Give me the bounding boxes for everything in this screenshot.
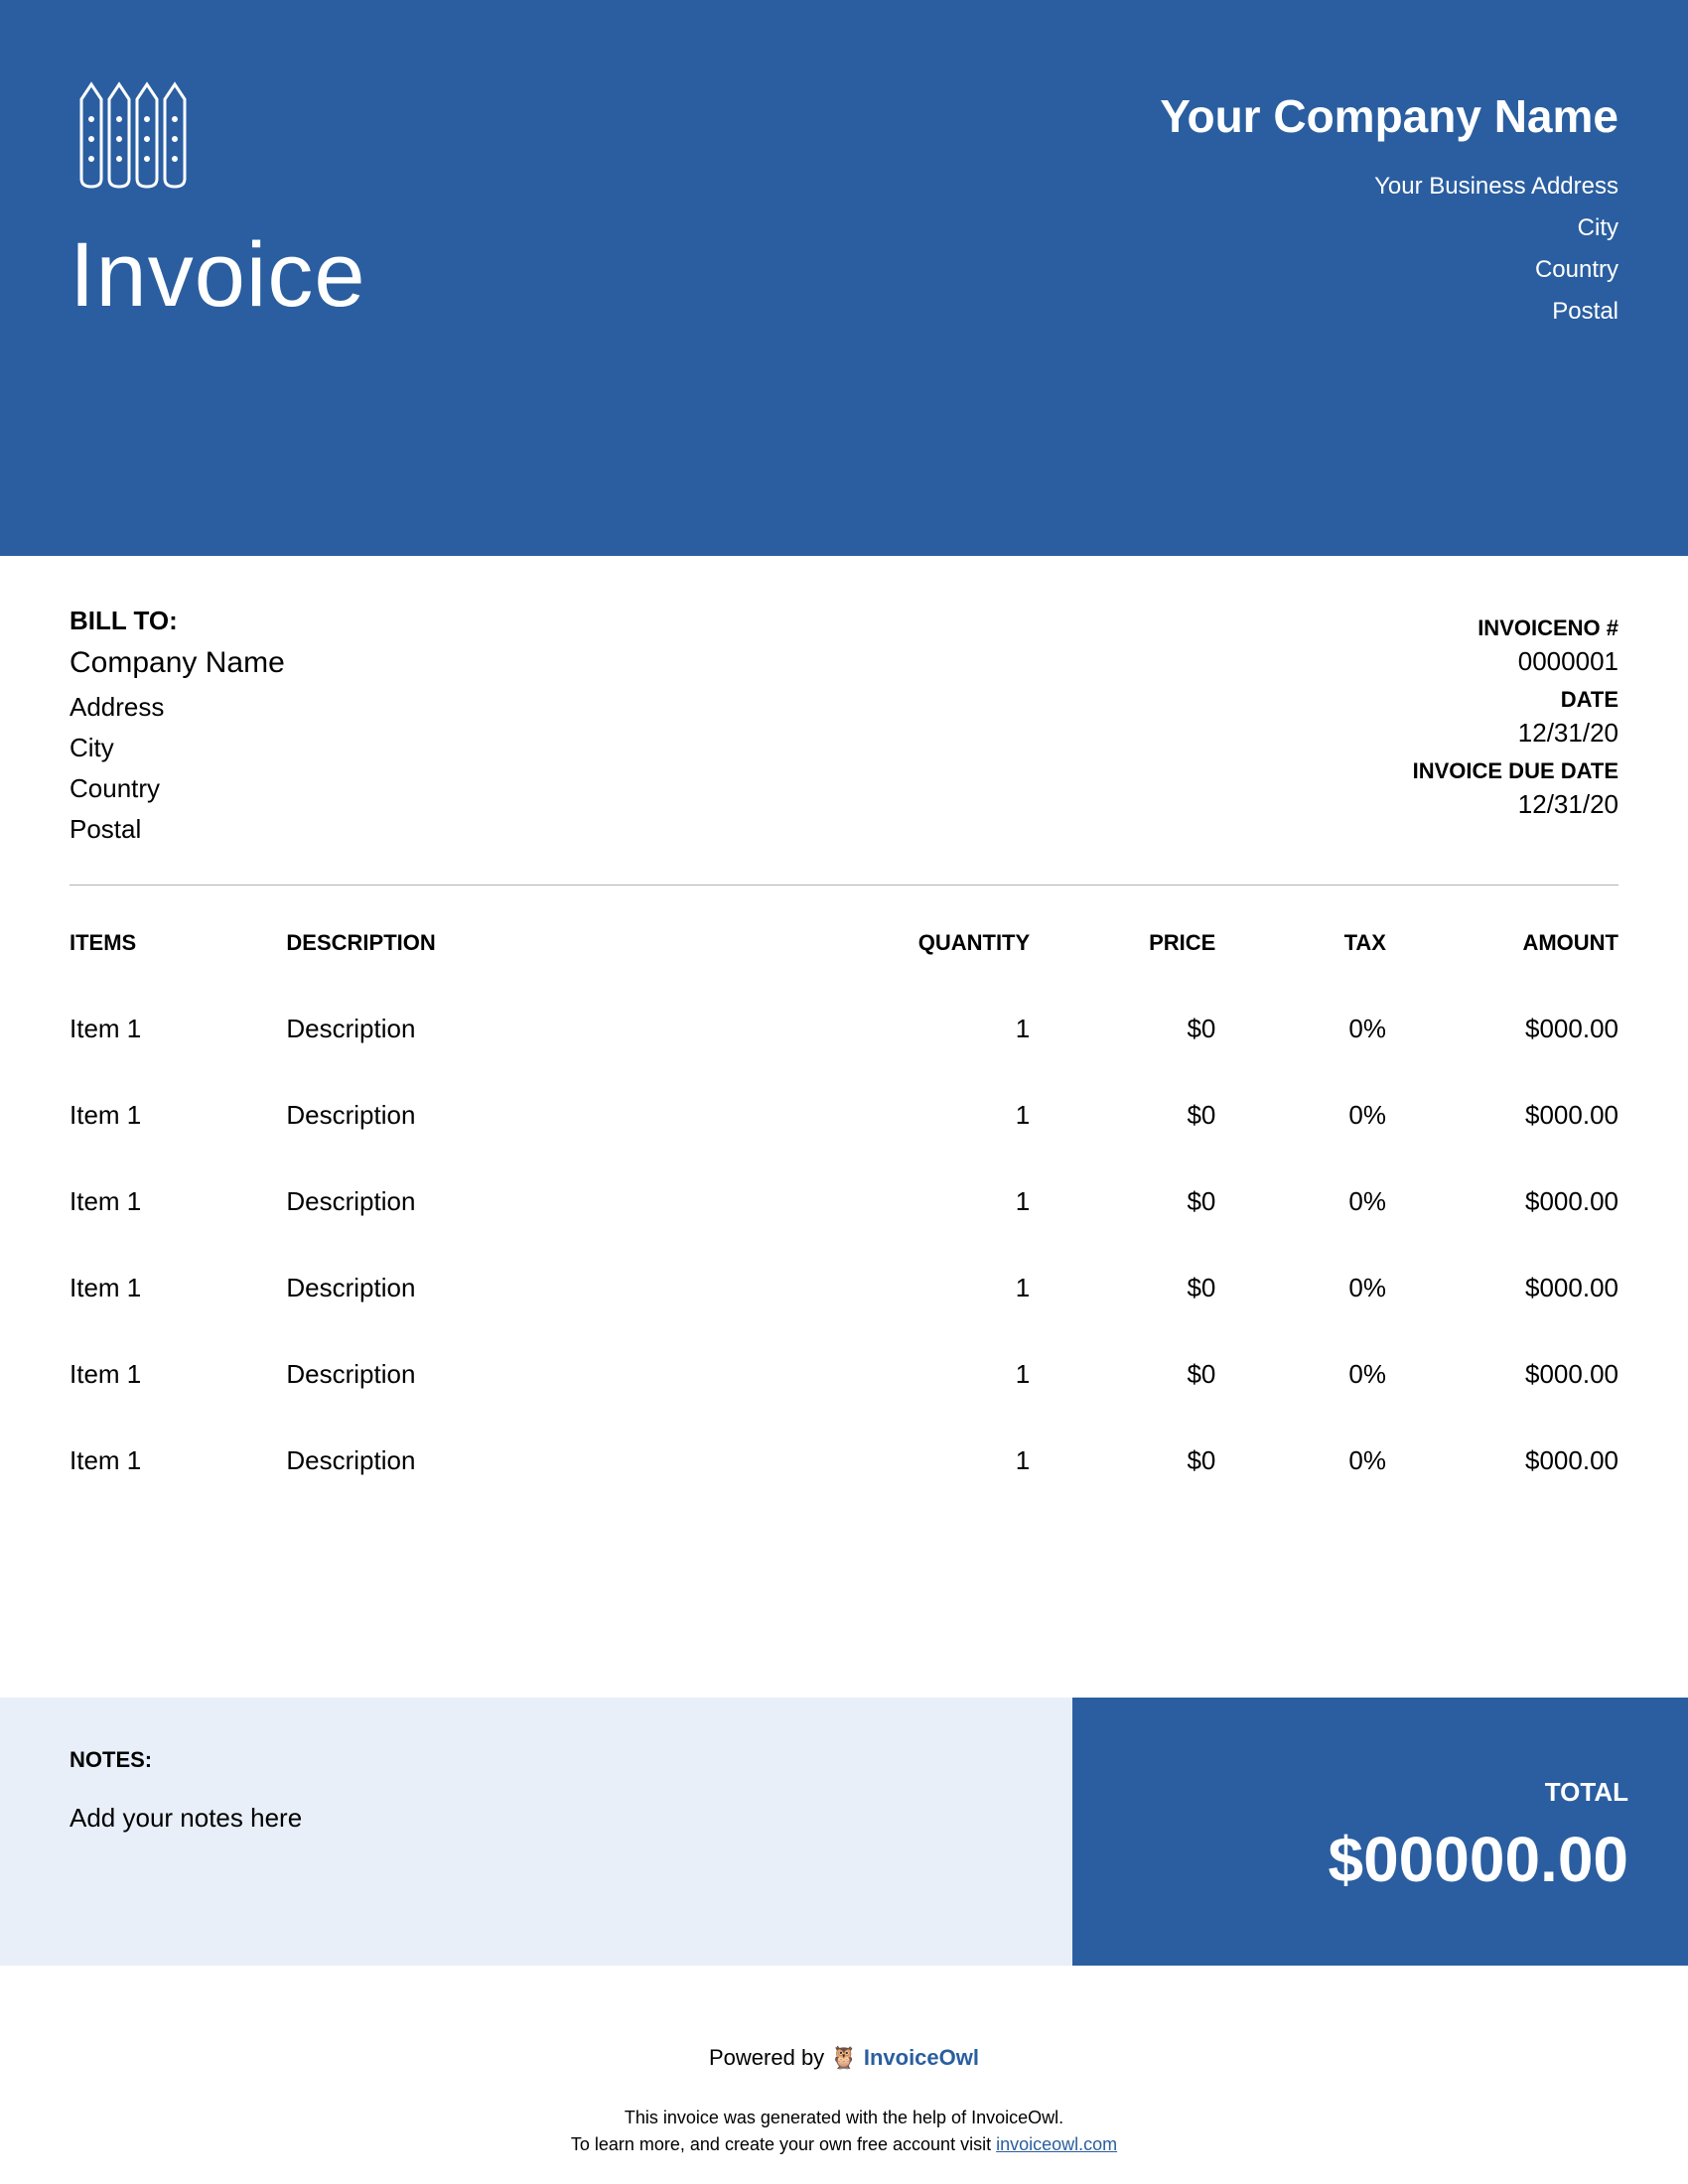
header-left: Invoice xyxy=(70,69,366,328)
th-tax: TAX xyxy=(1215,910,1386,986)
table-row: Item 1Description1$00%$000.00 xyxy=(70,1072,1618,1159)
table-row: Item 1Description1$00%$000.00 xyxy=(70,986,1618,1072)
total-value: $00000.00 xyxy=(1132,1823,1628,1896)
footer-row: NOTES: Add your notes here TOTAL $00000.… xyxy=(0,1698,1688,1966)
bill-to-city: City xyxy=(70,733,285,763)
table-row: Item 1Description1$00%$000.00 xyxy=(70,1245,1618,1331)
invoice-no-value: 0000001 xyxy=(1413,646,1618,677)
company-postal: Postal xyxy=(1160,298,1618,326)
cell-description: Description xyxy=(286,1331,844,1418)
cell-tax: 0% xyxy=(1215,986,1386,1072)
table-row: Item 1Description1$00%$000.00 xyxy=(70,1418,1618,1504)
invoice-no-label: INVOICENO # xyxy=(1413,615,1618,641)
cell-amount: $000.00 xyxy=(1386,1245,1618,1331)
items-table: ITEMS DESCRIPTION QUANTITY PRICE TAX AMO… xyxy=(70,910,1618,1504)
cell-quantity: 1 xyxy=(844,986,1030,1072)
cell-price: $0 xyxy=(1030,1331,1215,1418)
cell-description: Description xyxy=(286,1418,844,1504)
bill-to-postal: Postal xyxy=(70,814,285,845)
cell-amount: $000.00 xyxy=(1386,1072,1618,1159)
cell-quantity: 1 xyxy=(844,1418,1030,1504)
cell-tax: 0% xyxy=(1215,1072,1386,1159)
notes-text: Add your notes here xyxy=(70,1803,1003,1834)
company-country: Country xyxy=(1160,256,1618,284)
invoice-title: Invoice xyxy=(70,223,366,328)
powered-by: Powered by 🦉 InvoiceOwl xyxy=(0,2045,1688,2071)
cell-price: $0 xyxy=(1030,986,1215,1072)
cell-tax: 0% xyxy=(1215,1245,1386,1331)
cell-item: Item 1 xyxy=(70,1331,286,1418)
cell-quantity: 1 xyxy=(844,1072,1030,1159)
body-section: BILL TO: Company Name Address City Count… xyxy=(0,556,1688,1504)
footer-line2: To learn more, and create your own free … xyxy=(0,2131,1688,2158)
cell-quantity: 1 xyxy=(844,1245,1030,1331)
th-description: DESCRIPTION xyxy=(286,910,844,986)
footer-text: This invoice was generated with the help… xyxy=(0,2105,1688,2158)
cell-tax: 0% xyxy=(1215,1331,1386,1418)
due-date-value: 12/31/20 xyxy=(1413,789,1618,820)
header: Invoice Your Company Name Your Business … xyxy=(0,0,1688,556)
cell-amount: $000.00 xyxy=(1386,986,1618,1072)
notes-box: NOTES: Add your notes here xyxy=(0,1698,1072,1966)
company-city: City xyxy=(1160,214,1618,242)
cell-item: Item 1 xyxy=(70,986,286,1072)
bill-meta-row: BILL TO: Company Name Address City Count… xyxy=(70,606,1618,855)
powered-brand: InvoiceOwl xyxy=(864,2045,979,2070)
th-quantity: QUANTITY xyxy=(844,910,1030,986)
bill-to-block: BILL TO: Company Name Address City Count… xyxy=(70,606,285,855)
footer-line1: This invoice was generated with the help… xyxy=(0,2105,1688,2131)
cell-tax: 0% xyxy=(1215,1418,1386,1504)
header-right: Your Company Name Your Business Address … xyxy=(1160,69,1618,340)
cell-description: Description xyxy=(286,1072,844,1159)
cell-item: Item 1 xyxy=(70,1245,286,1331)
cell-price: $0 xyxy=(1030,1072,1215,1159)
bill-to-label: BILL TO: xyxy=(70,606,285,636)
divider xyxy=(70,885,1618,886)
cell-price: $0 xyxy=(1030,1245,1215,1331)
total-box: TOTAL $00000.00 xyxy=(1072,1698,1688,1966)
cell-item: Item 1 xyxy=(70,1072,286,1159)
owl-icon: 🦉 xyxy=(830,2045,857,2070)
date-label: DATE xyxy=(1413,687,1618,713)
notes-label: NOTES: xyxy=(70,1747,1003,1773)
table-header-row: ITEMS DESCRIPTION QUANTITY PRICE TAX AMO… xyxy=(70,910,1618,986)
footer-line2-prefix: To learn more, and create your own free … xyxy=(571,2134,996,2154)
th-items: ITEMS xyxy=(70,910,286,986)
cell-price: $0 xyxy=(1030,1159,1215,1245)
cell-price: $0 xyxy=(1030,1418,1215,1504)
th-amount: AMOUNT xyxy=(1386,910,1618,986)
footer-link[interactable]: invoiceowl.com xyxy=(996,2134,1117,2154)
fence-logo-icon xyxy=(70,69,366,194)
cell-amount: $000.00 xyxy=(1386,1159,1618,1245)
cell-item: Item 1 xyxy=(70,1418,286,1504)
cell-quantity: 1 xyxy=(844,1159,1030,1245)
powered-prefix: Powered by xyxy=(709,2045,824,2070)
company-address-block: Your Business Address City Country Posta… xyxy=(1160,173,1618,326)
cell-description: Description xyxy=(286,986,844,1072)
cell-tax: 0% xyxy=(1215,1159,1386,1245)
th-price: PRICE xyxy=(1030,910,1215,986)
company-name: Your Company Name xyxy=(1160,89,1618,143)
date-value: 12/31/20 xyxy=(1413,718,1618,749)
cell-description: Description xyxy=(286,1159,844,1245)
table-row: Item 1Description1$00%$000.00 xyxy=(70,1159,1618,1245)
company-address: Your Business Address xyxy=(1160,173,1618,201)
cell-amount: $000.00 xyxy=(1386,1331,1618,1418)
bill-to-country: Country xyxy=(70,773,285,804)
bill-to-address: Address xyxy=(70,692,285,723)
invoice-meta-block: INVOICENO # 0000001 DATE 12/31/20 INVOIC… xyxy=(1413,606,1618,855)
bill-to-company: Company Name xyxy=(70,646,285,680)
due-date-label: INVOICE DUE DATE xyxy=(1413,758,1618,784)
cell-item: Item 1 xyxy=(70,1159,286,1245)
total-label: TOTAL xyxy=(1132,1777,1628,1808)
cell-amount: $000.00 xyxy=(1386,1418,1618,1504)
cell-description: Description xyxy=(286,1245,844,1331)
table-row: Item 1Description1$00%$000.00 xyxy=(70,1331,1618,1418)
cell-quantity: 1 xyxy=(844,1331,1030,1418)
